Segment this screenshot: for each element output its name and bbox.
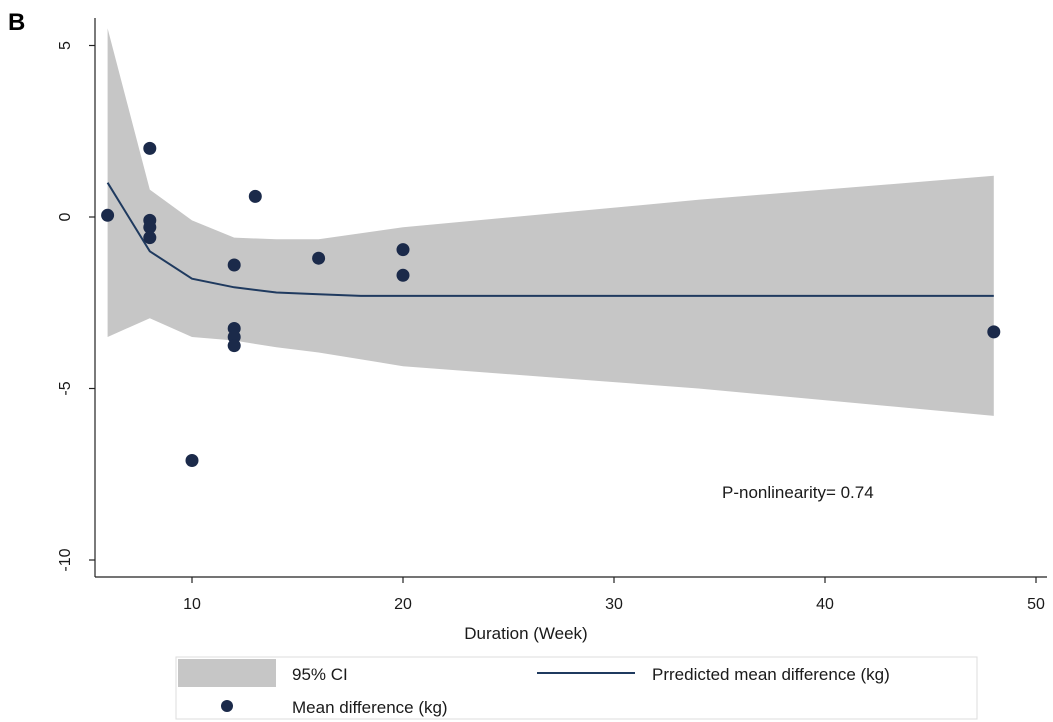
data-point-12	[312, 251, 326, 265]
y-axis-ticks: 5 0 -5 -10	[57, 41, 95, 572]
x-tick-label: 50	[1027, 596, 1045, 613]
x-axis-title: Duration (Week)	[464, 624, 587, 643]
p-nonlinearity-annotation: P-nonlinearity= 0.74	[722, 483, 874, 502]
y-tick-label: -5	[57, 381, 74, 395]
x-tick-label: 40	[816, 596, 834, 613]
observed-points	[101, 141, 1001, 467]
data-point-7	[227, 258, 241, 272]
legend-box	[175, 656, 978, 720]
data-point-1	[101, 208, 115, 222]
y-tick-label: -10	[57, 548, 74, 571]
predicted-mean-line	[106, 182, 994, 297]
data-point-5	[143, 231, 157, 245]
y-tick-label: 5	[57, 41, 74, 50]
ci-band-95	[107, 28, 994, 416]
data-point-4	[143, 220, 157, 234]
x-tick-label: 10	[183, 596, 201, 613]
data-point-14	[396, 268, 410, 282]
plot-area	[101, 28, 1001, 467]
data-point-13	[396, 243, 410, 257]
x-axis-ticks: 10 20 30 40 50	[183, 577, 1045, 613]
legend: 95% CI Prredicted mean difference (kg) M…	[175, 656, 978, 720]
data-point-15	[987, 325, 1001, 339]
axes: 50-5-10 10 20 30 40 50	[57, 18, 1047, 613]
y-tick-label: 0	[57, 212, 74, 221]
data-point-6	[185, 454, 199, 467]
x-tick-label: 20	[394, 596, 412, 613]
data-point-10	[227, 339, 241, 353]
x-tick-label: 30	[605, 596, 623, 613]
legend-points-label: Mean difference (kg)	[292, 698, 448, 717]
legend-ci-label: 95% CI	[292, 665, 348, 684]
panel-label: B	[8, 9, 25, 36]
legend-ci-swatch	[178, 659, 276, 687]
legend-point-swatch	[221, 700, 233, 712]
data-point-2	[143, 141, 157, 155]
data-point-11	[248, 189, 262, 203]
legend-line-label: Prredicted mean difference (kg)	[652, 665, 890, 684]
